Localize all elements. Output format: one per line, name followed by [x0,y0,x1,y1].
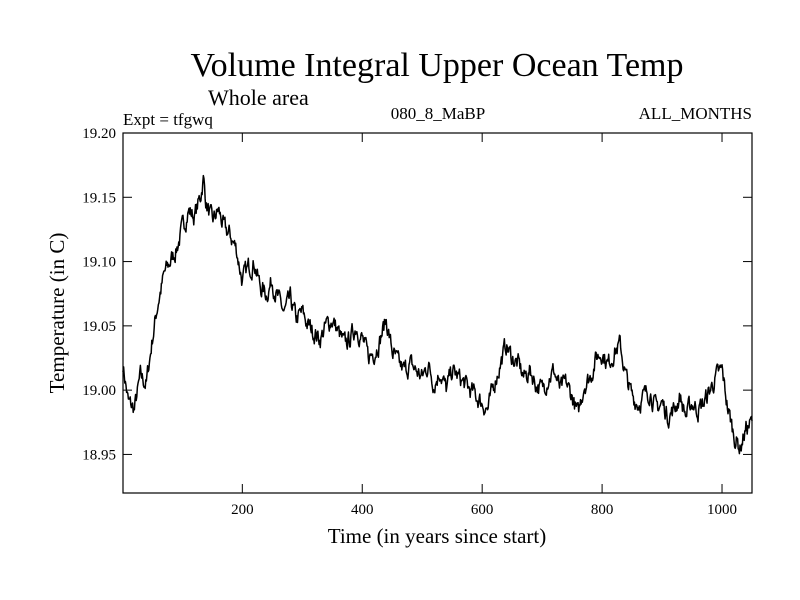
experiment-label: Expt = tfgwq [123,110,213,129]
months-label: ALL_MONTHS [639,104,752,123]
x-axis-tick-labels: 200 400 600 800 1000 [231,502,737,518]
x-axis-ticks [241,133,723,493]
x-tick-label: 400 [351,502,374,518]
chart-title: Volume Integral Upper Ocean Temp [191,47,684,84]
y-tick-label: 19.00 [82,383,116,399]
y-axis-ticks [123,132,752,455]
plot-frame [122,132,753,494]
y-tick-label: 19.20 [82,126,116,142]
y-tick-label: 19.15 [82,190,116,206]
y-axis-label: Temperature (in C) [45,233,69,394]
y-axis-tick-labels: 18.95 19.00 19.05 19.10 19.15 19.20 [82,126,116,463]
chart-subtitle: Whole area [208,85,309,110]
run-label: 080_8_MaBP [391,104,485,123]
y-tick-label: 19.05 [82,319,116,335]
y-tick-label: 18.95 [82,447,116,463]
y-tick-label: 19.10 [82,255,116,271]
x-tick-label: 600 [471,502,494,518]
x-tick-label: 800 [591,502,614,518]
series-line [122,174,753,455]
x-axis-label: Time (in years since start) [328,524,547,548]
x-tick-label: 1000 [707,502,737,518]
x-tick-label: 200 [231,502,254,518]
